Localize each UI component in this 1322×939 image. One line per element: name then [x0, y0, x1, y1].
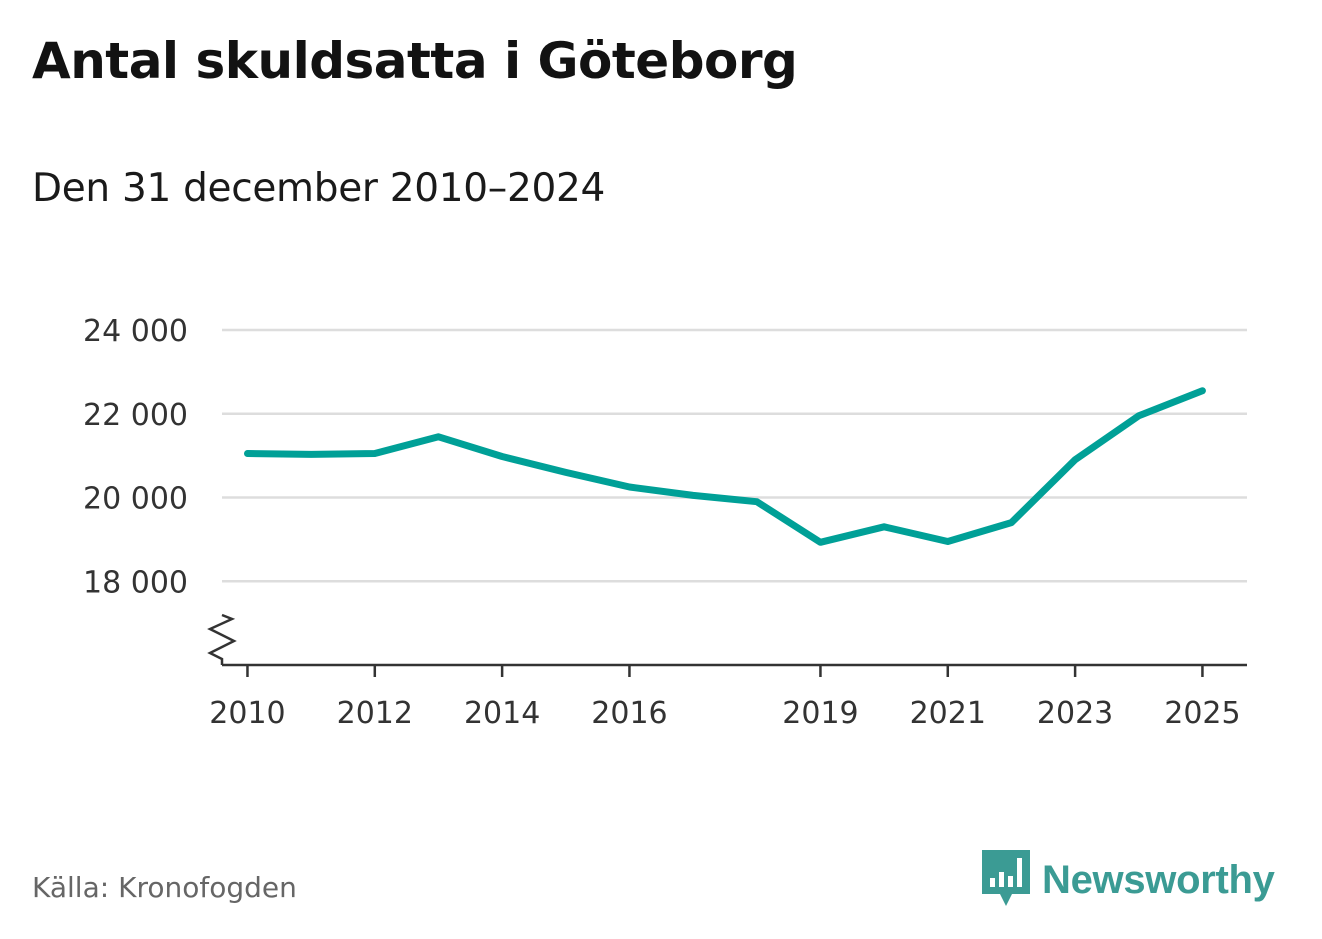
axis-break-icon [207, 613, 237, 665]
x-tick-label: 2012 [337, 696, 413, 731]
x-tick-label: 2021 [910, 696, 986, 731]
data-point [499, 453, 506, 460]
y-tick-label: 18 000 [83, 565, 188, 600]
y-tick-label: 20 000 [83, 482, 188, 517]
brand-logo: Newsworthy [982, 850, 1275, 910]
data-point [944, 538, 951, 545]
data-point [562, 469, 569, 476]
data-point [1072, 456, 1079, 463]
bar-chart-speech-bubble-icon [982, 850, 1030, 906]
brand-name: Newsworthy [1042, 857, 1275, 902]
series-line [244, 387, 1206, 546]
gridlines [222, 328, 1247, 583]
data-point [817, 539, 824, 546]
data-point [1008, 519, 1015, 526]
source-note: Källa: Kronofogden [32, 871, 297, 904]
data-point [1135, 412, 1142, 419]
chart-subtitle: Den 31 december 2010–2024 [32, 166, 606, 211]
data-point [308, 451, 315, 458]
x-tick-label: 2019 [782, 696, 858, 731]
y-axis-ticks: 18 000 20 000 22 000 24 000 [83, 314, 188, 600]
data-point [244, 450, 251, 457]
x-tick-label: 2016 [591, 696, 667, 731]
x-tick-label: 2023 [1037, 696, 1113, 731]
series-group [244, 387, 1206, 546]
x-axis-ticks: 2010 2012 2014 2016 2019 2021 2023 2025 [209, 665, 1241, 731]
chart-title: Antal skuldsatta i Göteborg [32, 32, 798, 90]
data-point [371, 450, 378, 457]
x-tick-label: 2025 [1164, 696, 1240, 731]
data-point [753, 498, 760, 505]
y-tick-label: 22 000 [83, 398, 188, 433]
x-tick-label: 2014 [464, 696, 540, 731]
data-point [626, 484, 633, 491]
data-point [435, 433, 442, 440]
data-point [690, 492, 697, 499]
data-point [1199, 387, 1206, 394]
y-tick-label: 24 000 [83, 314, 188, 349]
x-tick-label: 2010 [209, 696, 285, 731]
data-point [881, 523, 888, 530]
